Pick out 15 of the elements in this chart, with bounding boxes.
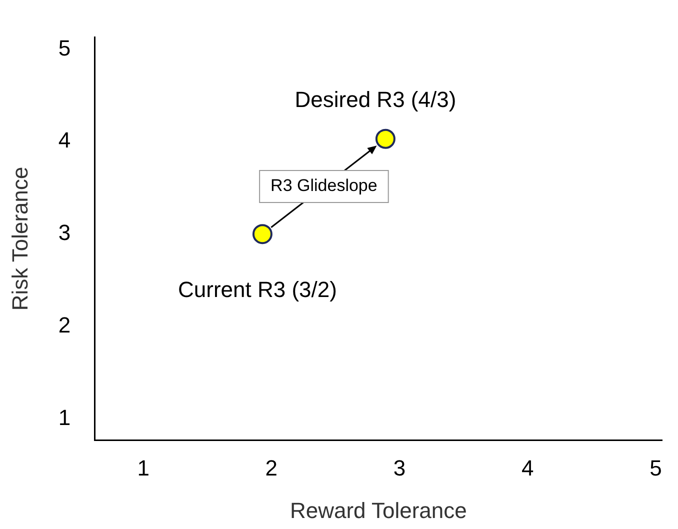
y-tick-label: 1: [58, 405, 71, 430]
y-tick-label: 4: [58, 128, 71, 153]
annotation: Current R3 (3/2): [178, 277, 337, 302]
y-tick-label: 3: [58, 220, 71, 246]
x-tick-label: 2: [265, 455, 278, 480]
annotation: Desired R3 (4/3): [294, 86, 456, 112]
x-tick-label: 3: [393, 455, 406, 480]
y-axis-title: Risk Tolerance: [7, 166, 32, 311]
y-tick-label: 2: [58, 312, 71, 338]
x-tick-label: 1: [137, 455, 150, 480]
x-axis-title: Reward Tolerance: [290, 498, 467, 523]
y-tick-label: 5: [58, 35, 71, 60]
x-tick-label: 5: [650, 455, 662, 480]
x-tick-label: 4: [522, 455, 534, 480]
annotation: R3 Glideslope: [270, 176, 378, 196]
